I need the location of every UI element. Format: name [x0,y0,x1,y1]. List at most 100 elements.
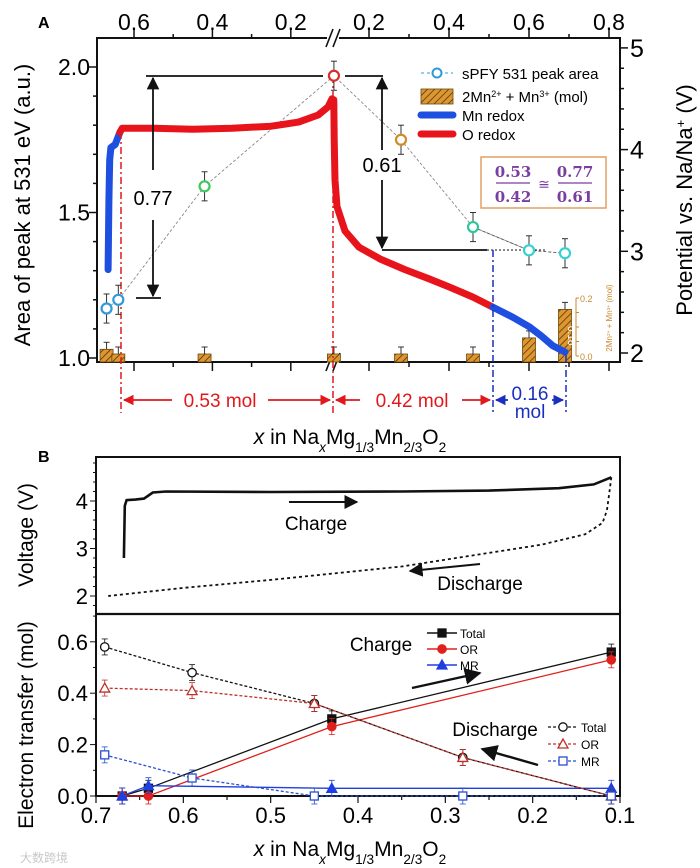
electron-tick-label: 0.0 [57,784,88,809]
panel-label-b: B [38,449,50,466]
span-label-mol: mol [515,402,546,423]
charge-mr-point [325,781,338,793]
discharge-total-point [99,642,110,652]
discharge-mr-point [309,791,319,801]
x-axis-label-b-part: Mn [374,838,403,861]
charge-mr-point [142,779,155,791]
charge-mr-line [121,785,612,797]
ratio-denominator-1: 0.42 [495,188,532,206]
top-tick-label-charge: 0.2 [275,9,307,35]
legend-label: MR [460,659,479,673]
legend-a: sPFY 531 peak area 2Mn2+ + Mn3+ (mol) Mn r… [417,66,599,144]
charge-or-point [606,654,617,665]
x-axis-label-b-part: x [253,838,266,861]
top-tick-label-discharge: 0.4 [433,9,465,35]
x-axis-label-b-part: 2 [439,852,447,867]
delta-label-left: 0.77 [134,188,173,210]
x-axis-label-a-part: x [253,426,266,449]
discharge-arrow [408,562,481,577]
charge-or-line [122,659,612,797]
legend-label: sPFY 531 peak area [462,66,599,83]
mn-bar [111,353,126,363]
electron-tick-label: 0.4 [57,681,88,706]
legend-label: OR [460,643,478,657]
legend-swatch-marker [437,628,447,638]
discharge-mr-point [187,773,197,783]
axis-break-mark [332,28,341,48]
discharge-or-point [308,697,321,709]
watermark-text: 大数跨境 [20,850,68,865]
discharge-or-point [98,681,111,693]
inset-axis-label-part: 2Mn [605,336,614,352]
top-tick-label-discharge: 0.6 [513,9,545,35]
right-axis-label-part: (V) [672,84,697,119]
right-axis-label-part: Potential vs. Na/Na [672,127,697,316]
discharge-or-line [104,687,612,797]
axis-break-mark [325,28,334,48]
legend-swatch-marker [435,658,449,670]
left-tick-label: 1.5 [58,200,90,226]
mn-bar [99,348,114,363]
x-axis-label-a: x in NaxMg1/3Mn2/3O2 [253,426,446,455]
discharge-mr-line [104,754,612,797]
inset-axis-label: 2Mn2+ + Mn3+ (mol) [605,284,614,352]
right-tick-label: 3 [630,238,644,266]
charge-voltage-curve [122,476,612,559]
top-tick-label-charge: 0.4 [196,9,228,35]
discharge-label: Discharge [437,574,523,595]
span-label-042: 0.42 mol [376,391,449,412]
discharge-mr-point [458,791,468,801]
legend-label: 2Mn2+ + Mn3+ (mol) [462,89,588,106]
voltage-tick-label: 3 [76,537,88,562]
peak-area-point [198,180,211,193]
mn-bar [327,353,341,363]
mn-bar [197,353,212,363]
x-axis-label-a-part: in Na [264,426,319,449]
mn-bar [394,353,408,363]
discharge-legend-title: Discharge [452,720,538,741]
legend-label: Total [581,721,606,735]
x-axis-label-b-part: 1/3 [355,852,374,867]
discharge-or-point [456,751,469,763]
ratio-numerator-2: 0.77 [557,163,594,181]
legend-label-part: + Mn [501,89,539,106]
inset-axis-label-part: + Mn [605,310,614,330]
peak-area-point [522,244,536,257]
inset-axis-label-part: 2+ [606,330,612,336]
legend-swatch-marker [437,644,447,654]
legend-swatch-bar [420,88,454,105]
mn-redox-curve [104,128,124,274]
x-axis-label-b-part: in Na [264,838,319,861]
legend-swatch-circle [431,67,443,79]
o-redox-curve [330,96,497,311]
o-redox-curve [116,95,336,136]
mn-bar [466,353,480,363]
voltage-tick-label: 4 [76,489,88,514]
legend-swatch-marker [558,756,568,766]
legend-label: Mn redox [462,108,525,125]
x-tick-label-b: 0.5 [255,803,286,828]
x-axis-label-a-part: 1/3 [355,440,374,455]
top-tick-label-charge: 0.6 [118,9,150,35]
x-tick-label-b: 0.7 [81,803,112,828]
panel-label-a: A [38,15,50,32]
x-axis-label-a-part: 2/3 [403,440,422,455]
legend-label: O redox [462,127,516,144]
peak-area-point [112,293,125,306]
discharge-total-point [187,667,197,678]
legend-label-part: 2+ [491,89,501,99]
peak-area-point [558,247,572,260]
x-tick-label-b: 0.3 [430,803,461,828]
left-tick-label: 2.0 [58,54,90,80]
ratio-box: 0.53 0.42 ≅ 0.77 0.61 [480,156,607,209]
legend-label-part: 3+ [539,89,549,99]
axis-break-gap [327,34,339,42]
left-tick-label: 1.0 [58,345,90,371]
charge-mr-point [116,789,129,801]
discharge-mr-point [606,791,616,801]
peak-area-point [100,302,113,315]
x-axis-label-a-part: O [422,426,438,449]
inset-tick-label: 0.0 [580,352,593,362]
top-tick-label-discharge: 0.8 [593,9,625,35]
right-tick-label: 2 [630,340,644,368]
